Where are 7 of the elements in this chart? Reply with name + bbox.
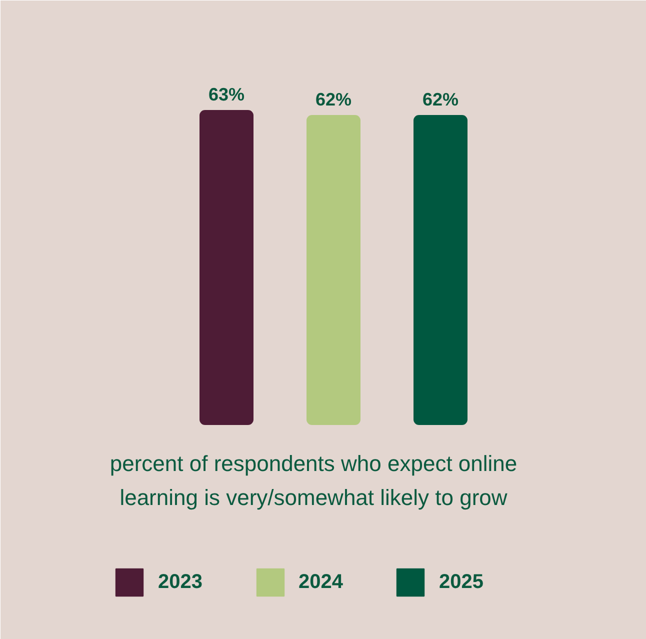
- data-label: 63%: [208, 84, 245, 104]
- legend-label: 2025: [439, 570, 484, 594]
- legend-label: 2024: [298, 570, 343, 594]
- data-label: 62%: [422, 89, 459, 110]
- legend-label: 2023: [158, 570, 202, 594]
- x-axis-title: percent of respondents who expect online learning is very/somewhat likely to grow: [110, 451, 518, 510]
- data-label: 62%: [315, 89, 352, 110]
